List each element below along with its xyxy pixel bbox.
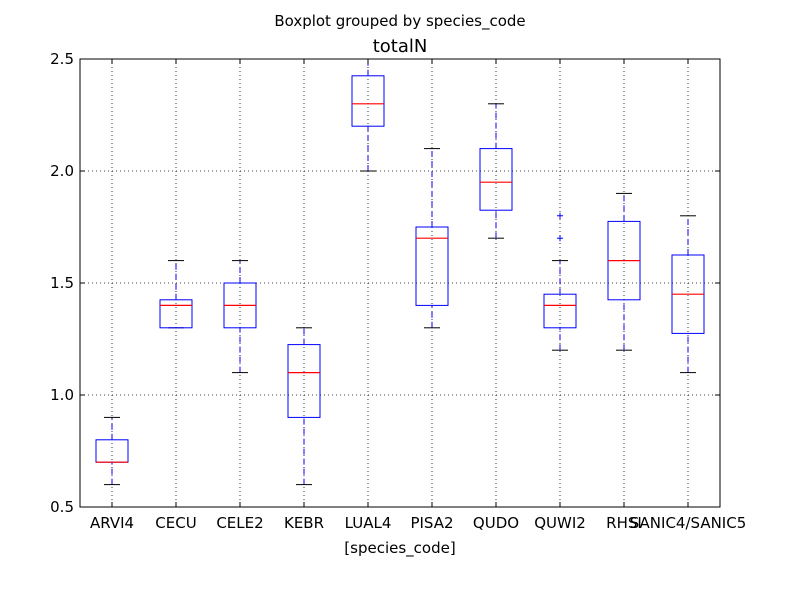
box-group [287, 327, 321, 486]
x-tick-label: PISA2 [410, 514, 453, 532]
x-tick-label: KEBR [284, 514, 324, 532]
x-tick-label: CECU [155, 514, 196, 532]
box-group [607, 192, 641, 351]
y-tick-label: 2.0 [50, 162, 74, 180]
y-tick-label: 2.5 [50, 50, 74, 68]
y-tick-label: 0.5 [50, 498, 74, 516]
x-tick-label: ARVI4 [90, 514, 134, 532]
box-group [95, 416, 129, 486]
box-group [159, 260, 193, 329]
x-axis-label: [species_code] [344, 539, 455, 558]
box-iqr [543, 293, 577, 329]
box-group [671, 215, 705, 374]
box-iqr [415, 226, 449, 306]
outlier-marker [557, 212, 563, 219]
x-tick-label: LUAL4 [345, 514, 392, 532]
y-tick-label: 1.5 [50, 274, 74, 292]
box-iqr [287, 344, 321, 418]
box-group [223, 260, 257, 374]
x-tick-label: QUDO [473, 514, 519, 532]
boxes-layer [95, 58, 705, 486]
chart-title: totalN [373, 36, 428, 57]
outlier-marker [557, 235, 563, 242]
x-tick-label: RHSI [606, 514, 642, 532]
grid-lines [80, 58, 720, 508]
x-tick-label: QUWI2 [534, 514, 586, 532]
x-tick-label: CELE2 [216, 514, 263, 532]
y-tick-label: 1.0 [50, 386, 74, 404]
x-tick-label: SANIC4/SANIC5 [630, 514, 747, 532]
box-group [543, 212, 577, 351]
box-iqr [479, 148, 513, 211]
box-iqr [351, 75, 385, 127]
box-group [479, 103, 513, 239]
box-group [415, 148, 449, 329]
box-iqr [159, 299, 193, 329]
chart-suptitle: Boxplot grouped by species_code [274, 12, 525, 31]
ticks-layer: 0.5 1.0 1.5 2.0 2.5 ARVI4 CECU CELE2 KEBR LUAL4 PI… [50, 50, 746, 532]
